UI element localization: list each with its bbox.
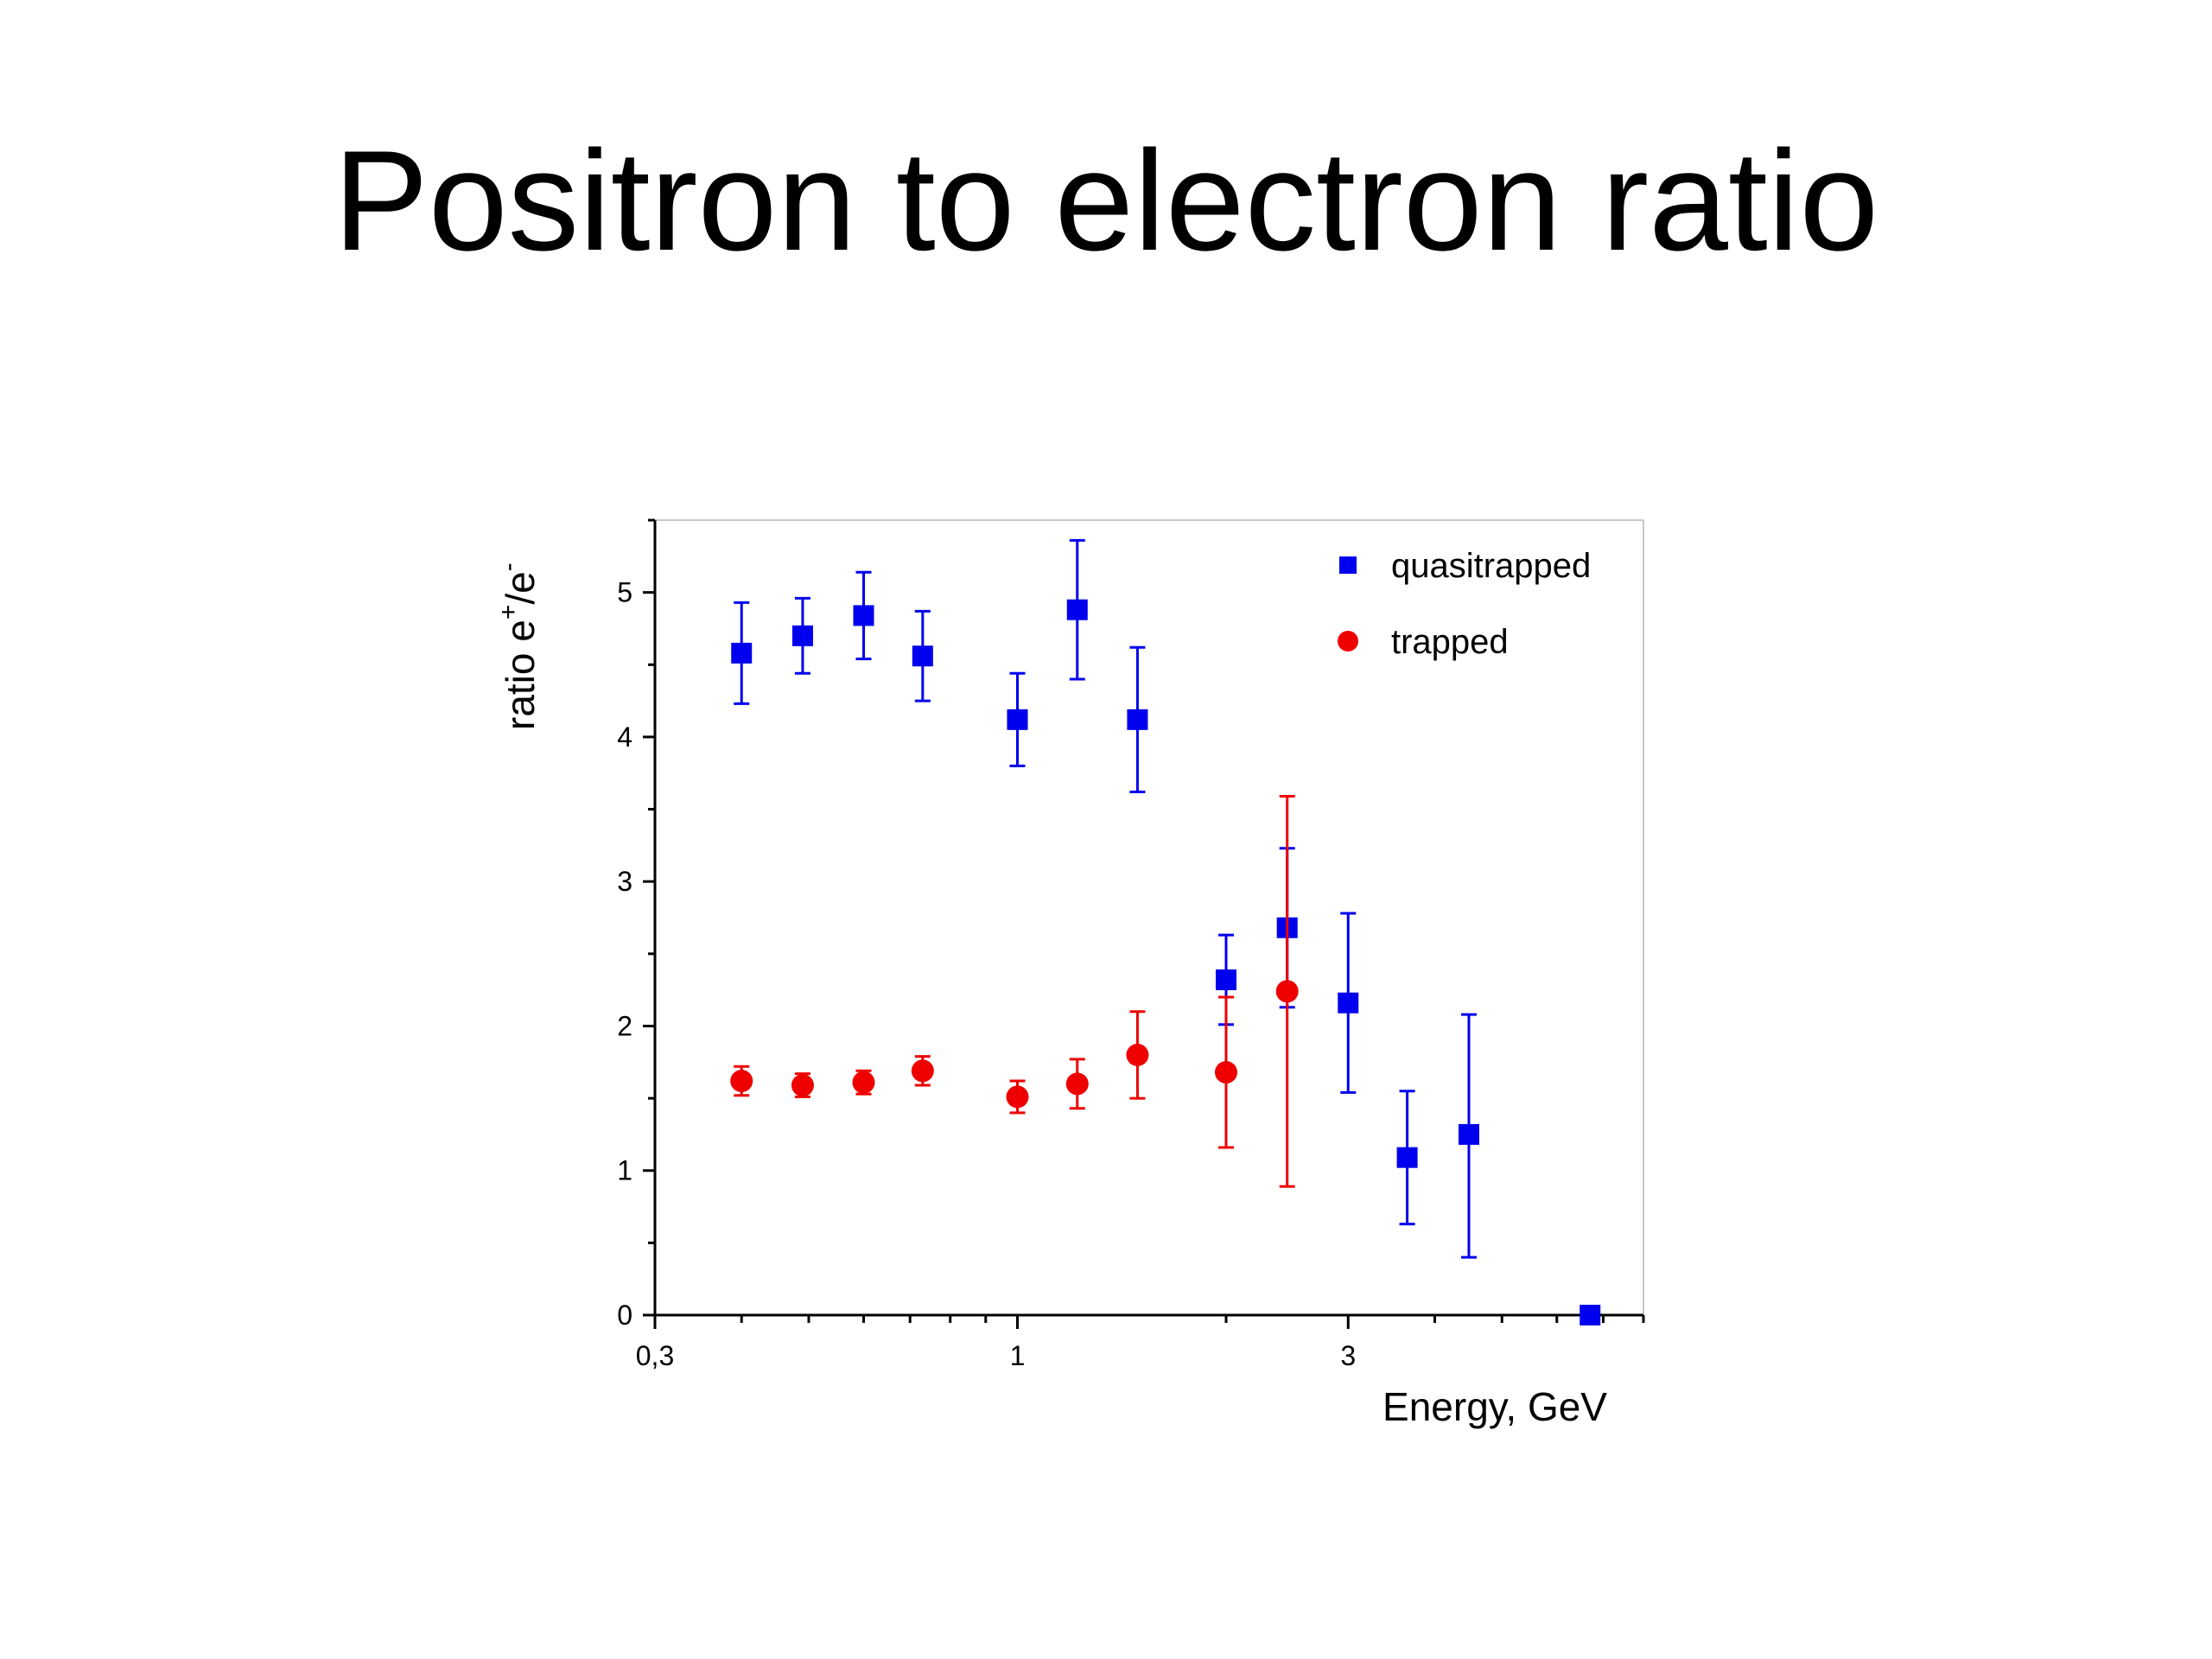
series-trapped <box>730 794 1299 1188</box>
x-tick-label: 1 <box>1010 1340 1026 1371</box>
data-point <box>730 1070 753 1093</box>
data-point <box>1215 969 1236 990</box>
legend-label: trapped <box>1391 623 1509 661</box>
legend-item-trapped: trapped <box>1338 623 1509 661</box>
data-point <box>1066 599 1088 620</box>
data-point <box>1580 1305 1601 1325</box>
legend-item-quasitrapped: quasitrapped <box>1339 547 1591 585</box>
legend-label: quasitrapped <box>1391 547 1591 585</box>
legend-marker <box>1339 556 1357 574</box>
data-point <box>791 1074 814 1097</box>
x-tick-label: 3 <box>1340 1340 1356 1371</box>
data-point <box>853 605 874 626</box>
legend-marker <box>1338 631 1358 652</box>
y-axis-title-sup-plus: + <box>494 605 523 620</box>
y-axis-title-main: ratio e <box>498 620 543 730</box>
data-point <box>912 645 933 667</box>
series-quasitrapped <box>731 538 1601 1325</box>
y-axis-title: ratio e+/e- <box>494 563 543 730</box>
x-tick-label: 0,3 <box>636 1340 674 1371</box>
y-axis-title-mid: /e <box>498 571 543 604</box>
data-point <box>1214 1060 1237 1084</box>
data-point <box>852 1071 875 1094</box>
y-axis-title-sup-minus: - <box>494 563 523 571</box>
data-point <box>1006 1085 1029 1109</box>
data-point <box>1396 1147 1418 1168</box>
data-point <box>1275 980 1299 1003</box>
y-tick-label: 4 <box>617 721 632 753</box>
data-point <box>1065 1072 1089 1096</box>
data-point <box>791 625 813 646</box>
data-point <box>1127 709 1148 730</box>
plot-frame <box>653 519 1644 1325</box>
data-point <box>1338 992 1359 1014</box>
y-tick-label: 0 <box>617 1300 632 1331</box>
x-axis: 0,3 1 3 <box>636 1315 1645 1371</box>
series-layer <box>730 538 1601 1325</box>
slide-title: Positron to electron ratio <box>333 121 1879 280</box>
y-axis: 0 1 2 3 4 5 <box>617 518 655 1331</box>
data-point <box>1007 709 1028 730</box>
legend: quasitrapped trapped <box>1338 547 1591 661</box>
data-point <box>1458 1123 1479 1145</box>
x-axis-title: Energy, GeV <box>1382 1384 1607 1429</box>
data-point <box>1126 1043 1149 1066</box>
y-tick-label: 2 <box>617 1010 632 1041</box>
data-point <box>731 642 753 664</box>
data-point <box>911 1059 934 1083</box>
y-tick-label: 3 <box>617 866 632 897</box>
y-tick-label: 1 <box>617 1155 632 1186</box>
y-tick-label: 5 <box>617 577 632 608</box>
